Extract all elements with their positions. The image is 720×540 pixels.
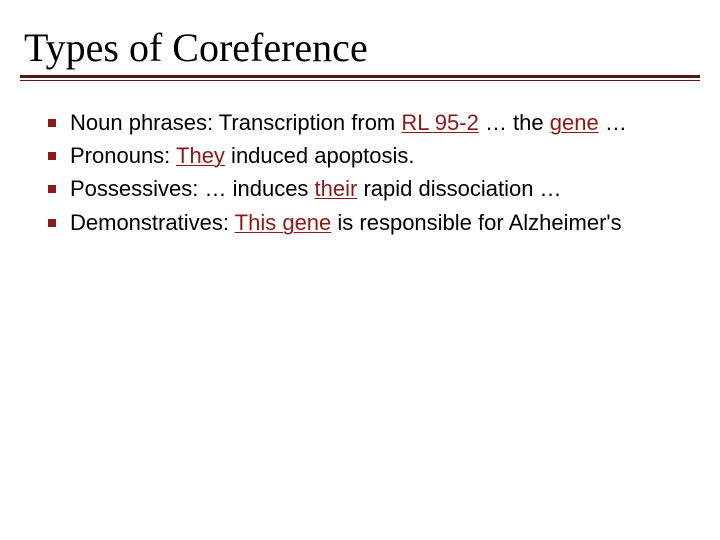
bullet-text: Pronouns: bbox=[70, 143, 176, 168]
accent-term: their bbox=[315, 176, 358, 201]
accent-term: gene bbox=[550, 110, 599, 135]
bullet-text: is responsible for Alzheimer's bbox=[331, 210, 621, 235]
bullet-text: … bbox=[599, 110, 627, 135]
bullet-text: induced apoptosis. bbox=[225, 143, 415, 168]
title-rule bbox=[20, 75, 700, 81]
bullet-text: … the bbox=[479, 110, 550, 135]
bullet-item: Possessives: … induces their rapid disso… bbox=[70, 173, 656, 204]
accent-term: They bbox=[176, 143, 225, 168]
bullet-text: Noun phrases: Transcription from bbox=[70, 110, 401, 135]
bullet-item: Noun phrases: Transcription from RL 95-2… bbox=[70, 107, 656, 138]
bullet-text: rapid dissociation … bbox=[357, 176, 561, 201]
bullet-item: Pronouns: They induced apoptosis. bbox=[70, 140, 656, 171]
bullet-item: Demonstratives: This gene is responsible… bbox=[70, 207, 656, 238]
slide-title: Types of Coreference bbox=[20, 24, 700, 71]
bullet-text: Demonstratives: bbox=[70, 210, 235, 235]
accent-term: RL 95-2 bbox=[401, 110, 478, 135]
slide: Types of Coreference Noun phrases: Trans… bbox=[0, 0, 720, 540]
bullet-list: Noun phrases: Transcription from RL 95-2… bbox=[20, 107, 700, 238]
bullet-text: Possessives: … induces bbox=[70, 176, 315, 201]
accent-term: This gene bbox=[235, 210, 332, 235]
